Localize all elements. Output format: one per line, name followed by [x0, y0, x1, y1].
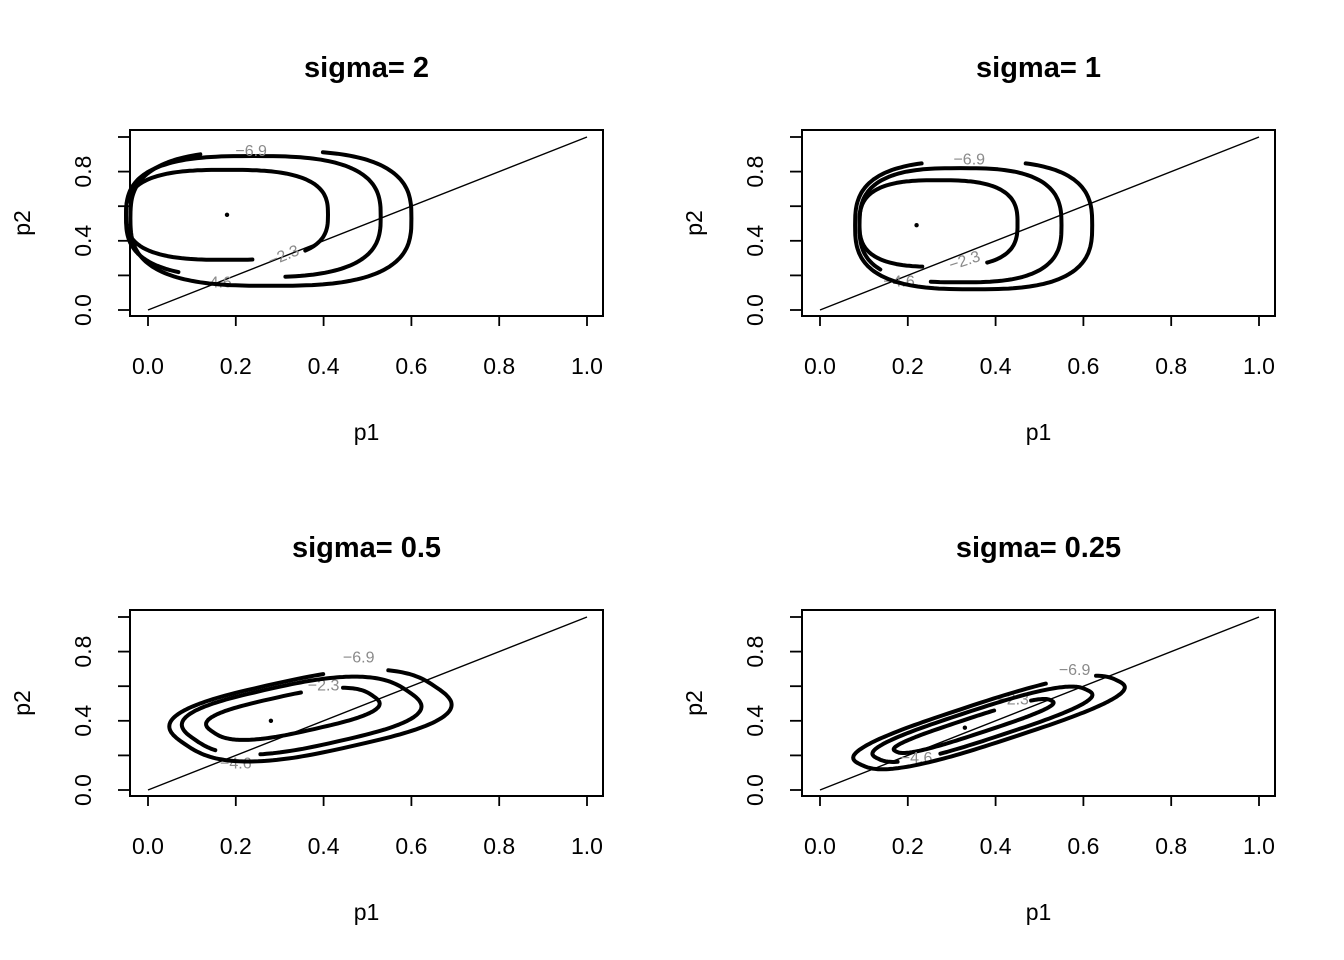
y-axis: 0.0 0.4 0.8 [742, 136, 803, 326]
y-tick-label: 0.0 [742, 774, 768, 806]
x-axis-label: p1 [1026, 419, 1052, 445]
y-tick-label: 0.8 [70, 636, 96, 668]
x-tick-label: 0.2 [220, 353, 252, 379]
y-tick-label: 0.4 [742, 225, 768, 257]
panel-2: sigma= 1 0.0 0.2 0.4 0.6 0.8 1.0 p1 0.0 0.4 0.8 p2 −… [681, 52, 1276, 445]
contour-label: −6.9 [1059, 662, 1091, 679]
contour-line [124, 167, 330, 262]
contour-line [128, 150, 414, 288]
reference-line [147, 136, 588, 311]
contour-line [204, 685, 382, 742]
x-tick-label: 0.4 [980, 353, 1012, 379]
panel-title: sigma= 1 [976, 52, 1101, 84]
contour-line [853, 161, 1095, 292]
mode-point [224, 212, 230, 218]
x-tick-label: 0.2 [892, 353, 924, 379]
y-tick-label: 0.4 [70, 705, 96, 737]
contour-line [167, 668, 454, 764]
x-tick-label: 0.0 [804, 353, 836, 379]
contour-label: −2.3 [947, 248, 982, 274]
x-tick-label: 0.8 [483, 353, 515, 379]
x-tick-label: 0.2 [892, 833, 924, 859]
contour-label: −2.3 [266, 242, 302, 270]
x-tick-label: 0.4 [308, 833, 340, 859]
contour-line [857, 178, 1020, 269]
x-axis: 0.0 0.2 0.4 0.6 0.8 1.0 [804, 795, 1275, 859]
y-tick-label: 0.0 [742, 294, 768, 326]
panel-3: sigma= 0.5 0.0 0.2 0.4 0.6 0.8 1.0 p1 0.0 0.4 0.8 p… [9, 532, 604, 925]
x-tick-label: 0.2 [220, 833, 252, 859]
x-axis: 0.0 0.2 0.4 0.6 0.8 1.0 [804, 315, 1275, 379]
x-tick-label: 0.8 [1155, 353, 1187, 379]
x-tick-label: 0.0 [132, 353, 164, 379]
contour-line [870, 684, 1095, 764]
plot-frame [801, 129, 1276, 317]
y-tick-label: 0.8 [742, 636, 768, 668]
x-axis: 0.0 0.2 0.4 0.6 0.8 1.0 [132, 315, 603, 379]
panel-title: sigma= 0.5 [292, 532, 441, 564]
x-axis: 0.0 0.2 0.4 0.6 0.8 1.0 [132, 795, 603, 859]
y-axis: 0.0 0.4 0.8 [70, 136, 131, 326]
contour-line [851, 673, 1127, 772]
x-tick-label: 1.0 [571, 353, 603, 379]
y-tick-label: 0.0 [70, 294, 96, 326]
x-tick-label: 0.8 [483, 833, 515, 859]
x-tick-label: 1.0 [1243, 353, 1275, 379]
mode-point [962, 725, 968, 730]
panel-1: sigma= 2 0.0 0.2 0.4 0.6 0.8 1.0 p1 0.0 0.4 0.8 p2 −… [9, 52, 604, 445]
y-tick-label: 0.8 [742, 156, 768, 188]
y-tick-label: 0.0 [70, 774, 96, 806]
x-tick-label: 0.8 [1155, 833, 1187, 859]
panel-4: sigma= 0.25 0.0 0.2 0.4 0.6 0.8 1.0 p1 0.0 0.4 0.8… [681, 532, 1276, 925]
x-tick-label: 1.0 [1243, 833, 1275, 859]
x-axis-label: p1 [1026, 899, 1052, 925]
contour-label: −6.9 [343, 650, 375, 667]
x-tick-label: 0.6 [395, 833, 427, 859]
y-tick-label: 0.4 [70, 225, 96, 257]
panel-title: sigma= 0.25 [956, 532, 1121, 564]
contour-line [124, 154, 383, 279]
contour-label: −6.9 [235, 143, 267, 160]
mode-point [268, 718, 274, 723]
y-axis: 0.0 0.4 0.8 [742, 616, 803, 806]
contour-label: −4.6 [220, 755, 252, 772]
y-axis: 0.0 0.4 0.8 [70, 616, 131, 806]
reference-line [819, 616, 1260, 791]
y-tick-label: 0.8 [70, 156, 96, 188]
panel-title: sigma= 2 [304, 52, 429, 84]
x-tick-label: 0.6 [1067, 833, 1099, 859]
x-tick-label: 1.0 [571, 833, 603, 859]
x-tick-label: 0.6 [395, 353, 427, 379]
contour-label: −6.9 [953, 152, 985, 169]
contour-line [891, 697, 1056, 755]
y-axis-label: p2 [9, 690, 35, 716]
y-axis-label: p2 [9, 210, 35, 236]
x-tick-label: 0.0 [804, 833, 836, 859]
x-axis-label: p1 [354, 419, 380, 445]
x-tick-label: 0.4 [308, 353, 340, 379]
y-axis-label: p2 [681, 210, 707, 236]
x-tick-label: 0.0 [132, 833, 164, 859]
y-axis-label: p2 [681, 690, 707, 716]
x-tick-label: 0.4 [980, 833, 1012, 859]
x-axis-label: p1 [354, 899, 380, 925]
y-tick-label: 0.4 [742, 705, 768, 737]
contour-line [179, 674, 424, 757]
contour-line [857, 166, 1064, 285]
mode-point [914, 223, 919, 228]
x-tick-label: 0.6 [1067, 353, 1099, 379]
